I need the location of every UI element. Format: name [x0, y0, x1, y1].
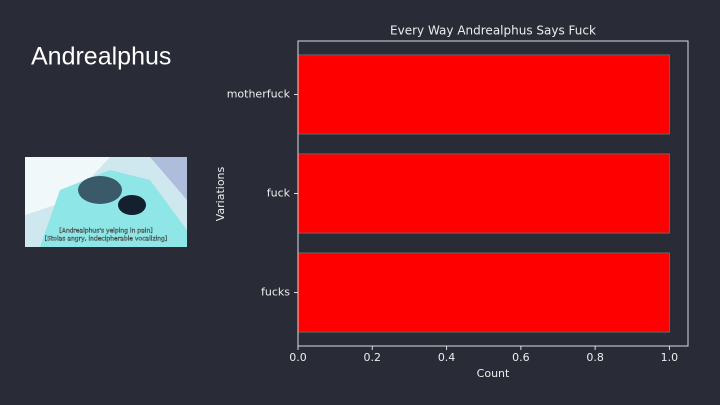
x-tick-label: 0.6 [512, 351, 530, 364]
image-shape [40, 170, 187, 247]
plot-frame [297, 40, 689, 347]
x-axis-label: Count [477, 367, 510, 380]
slide-title: Andrealphus [31, 43, 171, 71]
x-tick-label: 1.0 [661, 351, 679, 364]
y-axis-label: Variations [214, 166, 227, 221]
x-tick-label: 0.2 [364, 351, 382, 364]
x-tick-label: 0.8 [586, 351, 604, 364]
image-shape [25, 157, 110, 215]
bar [297, 153, 670, 234]
y-tick-label: motherfuck [227, 87, 291, 100]
y-tick-label: fuck [267, 187, 291, 200]
bar [297, 54, 670, 135]
image-caption: [Stolas angry, indecipherable vocalizing… [45, 236, 167, 243]
x-tick-label: 0.4 [438, 351, 456, 364]
chart-title: Every Way Andrealphus Says Fuck [390, 24, 596, 38]
bar [297, 252, 670, 333]
y-tick-label: fucks [261, 286, 290, 299]
thumbnail: [Andrealphus's yelping in pain] [Stolas … [25, 157, 187, 247]
x-tick-label: 0.0 [289, 351, 307, 364]
image-shape [118, 195, 146, 215]
image-shape [150, 157, 187, 200]
image-caption: [Andrealphus's yelping in pain] [59, 228, 152, 235]
image-shape [78, 176, 122, 204]
